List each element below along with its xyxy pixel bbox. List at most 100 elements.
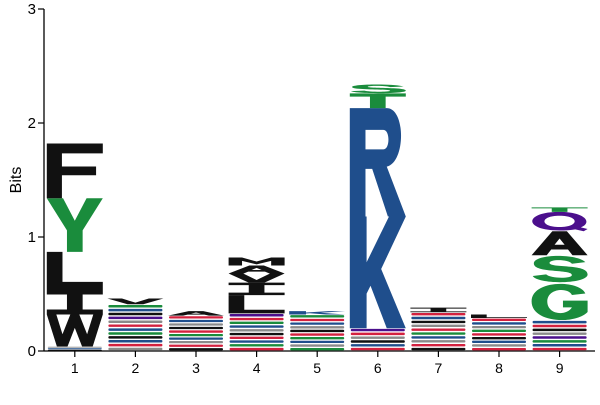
logo-letter-a — [168, 311, 224, 316]
minor-residue-mark — [108, 332, 163, 335]
logo-letter-s — [350, 84, 406, 94]
logo-letter-i — [46, 289, 103, 315]
logo-letter-v — [228, 273, 285, 283]
minor-residue-mark — [108, 304, 163, 308]
minor-residue-mark — [229, 332, 284, 336]
x-tick-label: 3 — [192, 360, 200, 376]
logo-letter-s — [532, 255, 588, 283]
minor-residue-mark — [229, 340, 284, 343]
minor-residue-mark — [108, 308, 163, 312]
minor-residue-mark — [411, 312, 466, 316]
minor-residue-mark — [169, 333, 223, 337]
logo-letter-k — [289, 311, 346, 315]
logo-letter-i — [410, 307, 467, 313]
minor-residue-mark — [47, 346, 102, 348]
minor-residue-mark — [108, 316, 163, 320]
logo-letter-m — [228, 257, 285, 266]
logo-letter-i — [228, 282, 285, 296]
logo-letter-l — [471, 314, 527, 318]
minor-residue-mark — [411, 347, 466, 351]
logo-letter-k — [349, 216, 406, 329]
minor-residue-mark — [411, 340, 466, 343]
minor-residue-mark — [350, 328, 405, 332]
minor-residue-mark — [169, 316, 223, 319]
minor-residue-mark — [169, 341, 223, 344]
y-tick-label: 2 — [28, 115, 36, 132]
minor-residue-mark — [532, 347, 587, 351]
minor-residue-mark — [350, 344, 405, 347]
minor-residue-mark — [350, 340, 405, 343]
minor-residue-mark — [411, 320, 466, 324]
logo-letter-y — [46, 198, 103, 252]
minor-residue-mark — [472, 336, 526, 340]
x-tick-label: 2 — [132, 360, 140, 376]
minor-residue-mark — [411, 336, 466, 339]
minor-residue-mark — [108, 312, 163, 316]
minor-residue-mark — [290, 333, 345, 336]
minor-residue-mark — [229, 347, 284, 351]
minor-residue-mark — [290, 348, 345, 351]
minor-residue-mark — [229, 321, 284, 324]
minor-residue-mark — [411, 324, 466, 328]
minor-residue-mark — [229, 317, 284, 321]
minor-residue-mark — [108, 347, 163, 351]
minor-residue-mark — [472, 322, 526, 325]
minor-residue-mark — [532, 320, 587, 324]
minor-residue-mark — [47, 348, 102, 350]
minor-residue-mark — [411, 316, 466, 320]
minor-residue-mark — [411, 332, 466, 335]
minor-residue-mark — [169, 319, 223, 323]
logo-letter-l — [228, 295, 285, 314]
minor-residue-mark — [169, 348, 223, 351]
y-axis-label: Bits — [8, 167, 25, 194]
minor-residue-mark — [290, 318, 345, 322]
minor-residue-mark — [472, 344, 526, 347]
minor-residue-mark — [108, 340, 163, 343]
minor-residue-mark — [290, 326, 345, 329]
minor-residue-mark — [290, 322, 345, 325]
logo-letter-q — [532, 211, 588, 232]
minor-residue-mark — [411, 328, 466, 331]
minor-residue-mark — [229, 329, 284, 332]
minor-residue-mark — [169, 330, 223, 333]
minor-residue-mark — [108, 328, 163, 331]
minor-residue-mark — [350, 347, 405, 351]
minor-residue-mark — [350, 332, 405, 336]
minor-residue-mark — [169, 326, 223, 330]
minor-residue-mark — [472, 325, 526, 329]
minor-residue-mark — [169, 337, 223, 340]
minor-residue-mark — [290, 340, 345, 344]
minor-residue-mark — [290, 344, 345, 347]
x-tick-label: 4 — [253, 360, 261, 376]
y-tick-label: 1 — [28, 229, 36, 246]
minor-residue-mark — [169, 323, 223, 326]
minor-residue-mark — [229, 336, 284, 340]
minor-residue-mark — [47, 349, 102, 351]
y-tick-label: 0 — [28, 343, 36, 360]
y-tick-label: 3 — [28, 1, 36, 18]
minor-residue-mark — [472, 318, 526, 321]
logo-letter-r — [349, 108, 406, 217]
logo-letter-w — [46, 314, 103, 347]
minor-residue-mark — [472, 333, 526, 336]
minor-residue-mark — [229, 325, 284, 328]
minor-residue-mark — [472, 329, 526, 332]
logo-letter-v — [107, 298, 164, 305]
minor-residue-mark — [169, 344, 223, 347]
minor-residue-mark — [290, 329, 345, 333]
minor-residue-mark — [532, 344, 587, 347]
minor-residue-mark — [108, 336, 163, 339]
minor-residue-mark — [472, 340, 526, 343]
x-tick-label: 1 — [71, 360, 79, 376]
minor-residue-mark — [532, 324, 587, 328]
minor-residue-mark — [532, 332, 587, 335]
logo-letter-t — [349, 93, 406, 109]
logo-letter-a — [531, 231, 588, 256]
x-tick-label: 6 — [374, 360, 382, 376]
minor-residue-mark — [290, 337, 345, 340]
logo-letter-t — [531, 207, 588, 212]
minor-residue-mark — [229, 314, 284, 317]
minor-residue-mark — [108, 343, 163, 347]
